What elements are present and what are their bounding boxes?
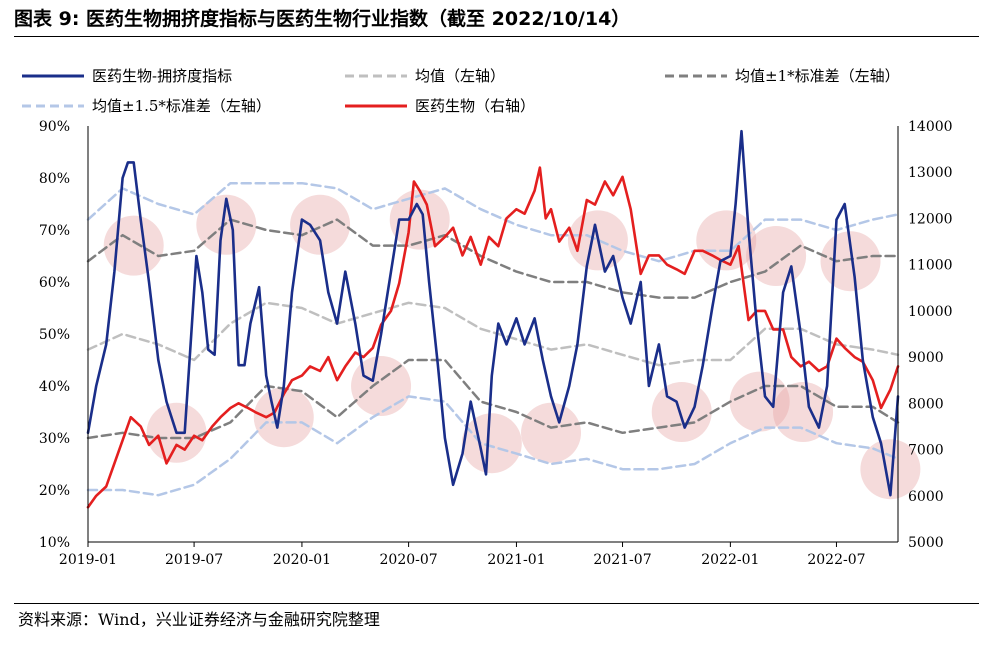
highlight-circle-5 <box>351 356 412 416</box>
y-left-tick-label: 30% <box>39 431 70 447</box>
crowding-chart: 90% 80% 70% 60% 50% 40% 30% 20% 10% 14000 13000 120… <box>22 67 953 568</box>
y-right-tick-label: 6000 <box>908 489 944 505</box>
highlight-circle-10 <box>651 382 712 442</box>
y-left-tick-label: 20% <box>39 483 70 499</box>
title-rule <box>14 36 979 37</box>
y-right-tick-label: 11000 <box>908 258 953 274</box>
x-tick-label: 2022-01 <box>701 552 759 568</box>
y-right-tick-label: 14000 <box>908 119 953 135</box>
y-right-tick-label: 8000 <box>908 396 944 412</box>
x-tick-label: 2022-07 <box>807 552 865 568</box>
y-left-tick-label: 60% <box>39 275 70 291</box>
series-1p5sd-upper-line <box>86 181 900 263</box>
x-tick-label: 2020-07 <box>380 552 438 568</box>
legend-label-3: 均值±1.5*标准差（左轴） <box>92 97 271 115</box>
highlight-circle-8 <box>521 402 582 463</box>
highlight-circle-2 <box>196 194 257 255</box>
series-crowding-line <box>86 129 900 497</box>
y-right-tick-label: 9000 <box>908 350 944 366</box>
x-tick-label: 2019-01 <box>59 552 117 568</box>
figure-title: 图表 9: 医药生物拥挤度指标与医药生物行业指数（截至 2022/10/14） <box>14 8 631 30</box>
figure-title-row: 图表 9: 医药生物拥挤度指标与医药生物行业指数（截至 2022/10/14） <box>14 4 979 34</box>
y-right-tick-label: 13000 <box>908 165 953 181</box>
y-left-tick-label: 70% <box>39 223 70 239</box>
axes: 90% 80% 70% 60% 50% 40% 30% 20% 10% 14000 13000 120… <box>39 119 953 568</box>
highlight-circle-0 <box>103 215 164 276</box>
source-note: 资料来源：Wind，兴业证券经济与金融研究院整理 <box>18 610 380 629</box>
highlight-circle-14 <box>773 382 834 442</box>
legend-label-1: 均值（左轴） <box>415 67 505 85</box>
y-right-tick-label: 10000 <box>908 304 953 320</box>
y-left-tick-label: 50% <box>39 327 70 343</box>
series-1sd-upper-line <box>86 218 900 299</box>
x-tick-label: 2019-07 <box>165 552 223 568</box>
highlight-circle-16 <box>860 439 921 500</box>
y-right-tick-label: 5000 <box>908 535 944 551</box>
y-left-tick-label: 80% <box>39 171 70 187</box>
series-mean-line <box>86 301 900 367</box>
highlight-circle-7 <box>461 413 522 474</box>
legend: 医药生物-拥挤度指标 均值（左轴） 均值±1*标准差（左轴） 均值±1.5*标准差（左… <box>22 67 900 115</box>
x-tick-label: 2021-01 <box>487 552 545 568</box>
highlight-circle-13 <box>746 226 807 286</box>
series-lines <box>86 129 900 509</box>
series-1p5sd-lower-line <box>86 395 900 497</box>
y-left-tick-label: 40% <box>39 379 70 395</box>
highlight-circle-3 <box>253 387 314 448</box>
y-right-tick-label: 7000 <box>908 443 944 459</box>
y-right-tick-label: 12000 <box>908 211 953 227</box>
legend-label-2: 均值±1*标准差（左轴） <box>735 67 900 85</box>
y-left-tick-label: 10% <box>39 535 70 551</box>
series-1sd-lower-line <box>86 358 900 440</box>
source-rule <box>14 603 979 604</box>
y-left-tick-label: 90% <box>39 119 70 135</box>
legend-label-0: 医药生物-拥挤度指标 <box>92 67 232 85</box>
series-index-line <box>86 166 900 509</box>
legend-label-4: 医药生物（右轴） <box>415 97 535 115</box>
highlight-circle-6 <box>389 189 450 250</box>
x-tick-label: 2020-01 <box>273 552 331 568</box>
x-tick-label: 2021-07 <box>593 552 651 568</box>
highlight-circle-4 <box>290 194 351 255</box>
